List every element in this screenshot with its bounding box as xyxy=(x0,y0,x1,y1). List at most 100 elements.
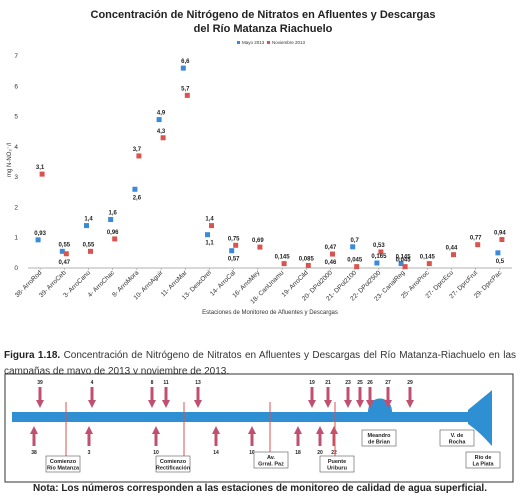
data-label: 0,96 xyxy=(107,230,119,236)
bottom-station-number: 38 xyxy=(31,450,37,456)
noviembre-point xyxy=(39,171,45,177)
av-grial-paz-box xyxy=(253,451,289,469)
data-label: 3,7 xyxy=(133,147,142,153)
river-channel xyxy=(12,412,472,422)
data-label: 1,6 xyxy=(109,211,118,217)
noviembre-point xyxy=(63,251,69,257)
bottom-station-number: 3 xyxy=(88,450,91,456)
data-label: 0,44 xyxy=(446,246,458,252)
bottom-station-arrow xyxy=(154,434,158,446)
top-station-arrowhead xyxy=(324,400,332,408)
comienzo-rio-matanza-box xyxy=(45,455,81,473)
noviembre-point xyxy=(378,249,384,255)
top-station-number: 21 xyxy=(325,380,331,386)
top-station-arrow xyxy=(386,387,390,400)
data-label: 0,045 xyxy=(347,258,363,264)
top-station-number: 8 xyxy=(151,380,154,386)
data-label: 4,3 xyxy=(157,129,166,135)
bottom-station-arrow xyxy=(214,434,218,446)
rio-de-la-plata-label: La Plata xyxy=(472,462,494,468)
diagram-note: Nota: Los números corresponden a las est… xyxy=(32,483,487,494)
station-markers: 39 4 8 11 13 19 21 23 25 26 27 29 38 3 10 14 16 18 20 22 xyxy=(30,380,414,456)
rio-de-la-plata-shape xyxy=(468,390,492,446)
chart-title-line2: del Río Matanza Riachuelo xyxy=(194,23,333,35)
x-axis-title: Estaciones de Monitoreo de Afluentes y D… xyxy=(202,310,338,316)
top-station-arrow xyxy=(90,387,94,400)
chart-legend: Mayo 2013 Noviembre 2013 xyxy=(237,40,306,45)
av-grial-paz-label: Av. xyxy=(267,455,275,461)
top-station-number: 19 xyxy=(309,380,315,386)
comienzo-rectificacion-label: Comienzo xyxy=(160,459,187,465)
y-tick-label: 2 xyxy=(14,204,18,211)
top-station-arrowhead xyxy=(356,400,364,408)
y-tick-label: 5 xyxy=(14,114,18,121)
y-tick-label: 4 xyxy=(14,144,18,151)
mayo-point xyxy=(229,248,235,254)
y-tick-label: 3 xyxy=(14,174,18,181)
mayo-point xyxy=(180,65,186,71)
rio-de-la-plata-label: Río de xyxy=(475,455,492,461)
top-station-arrow xyxy=(196,387,200,400)
data-label: 0,46 xyxy=(325,260,337,266)
bottom-station-number: 16 xyxy=(249,450,255,456)
comienzo-rectificacion-box xyxy=(155,455,191,473)
top-station-arrow xyxy=(326,387,330,400)
data-label: 0,145 xyxy=(396,255,412,261)
rio-de-la-plata-box xyxy=(465,451,501,469)
comienzo-rectificacion-label: Rectificación xyxy=(156,466,191,472)
noviembre-point xyxy=(499,237,505,243)
top-station-arrowhead xyxy=(88,400,96,408)
data-label: 5,7 xyxy=(181,86,190,92)
chart-data-labels: 0,93 3,1 0,55 0,47 1,4 0,55 1,6 0,96 3,7 2,6 4,9 4,… xyxy=(34,59,506,266)
av-grial-paz-label: Grral. Paz xyxy=(258,462,284,468)
mayo-point xyxy=(132,186,138,192)
noviembre-point xyxy=(330,251,335,257)
figure-label: Figura 1.18. xyxy=(4,350,61,361)
data-label: 6,6 xyxy=(181,59,190,65)
noviembre-point xyxy=(233,242,239,248)
mayo-point xyxy=(398,261,404,267)
y-tick-label: 0 xyxy=(14,265,18,272)
top-station-arrow xyxy=(38,387,42,400)
data-label: 0,55 xyxy=(83,242,95,248)
bottom-station-number: 14 xyxy=(213,450,219,456)
chart-title-line1: Concentración de Nitrógeno de Nitratos e… xyxy=(91,9,436,21)
noviembre-point xyxy=(475,242,481,248)
mayo-point xyxy=(108,217,114,223)
top-station-number: 29 xyxy=(407,380,413,386)
noviembre-point xyxy=(209,223,214,229)
top-station-arrow xyxy=(358,387,362,400)
top-station-number: 39 xyxy=(37,380,43,386)
data-label: 0,57 xyxy=(228,257,240,263)
noviembre-point xyxy=(426,261,432,267)
noviembre-point xyxy=(136,153,142,159)
top-station-number: 27 xyxy=(385,380,391,386)
mayo-point xyxy=(495,250,501,256)
top-station-number: 4 xyxy=(91,380,94,386)
top-station-number: 23 xyxy=(345,380,351,386)
meandro-de-brian-label: Meandro xyxy=(368,433,392,439)
data-label: 0,045 xyxy=(396,258,412,264)
top-station-arrowhead xyxy=(406,400,414,408)
data-label: 0,7 xyxy=(351,238,360,244)
bottom-station-arrow xyxy=(250,434,254,446)
noviembre-point xyxy=(184,92,190,98)
bottom-station-arrowhead xyxy=(294,426,302,434)
bottom-station-arrowhead xyxy=(248,426,256,434)
data-label: 0,69 xyxy=(252,238,264,244)
noviembre-point xyxy=(112,236,118,242)
top-station-arrowhead xyxy=(344,400,352,408)
top-station-arrow xyxy=(368,387,372,400)
mayo-point xyxy=(35,237,41,243)
bottom-station-arrowhead xyxy=(316,426,324,434)
data-label: 0,93 xyxy=(34,231,46,237)
top-station-arrowhead xyxy=(366,400,374,408)
noviembre-point xyxy=(402,264,408,270)
bottom-station-arrow xyxy=(332,434,336,446)
data-label: 0,47 xyxy=(58,260,70,266)
bottom-station-arrow xyxy=(87,434,91,446)
v-de-rocha-label: V. de xyxy=(451,433,464,439)
data-label: 0,47 xyxy=(325,245,337,251)
mayo-point xyxy=(205,232,210,238)
